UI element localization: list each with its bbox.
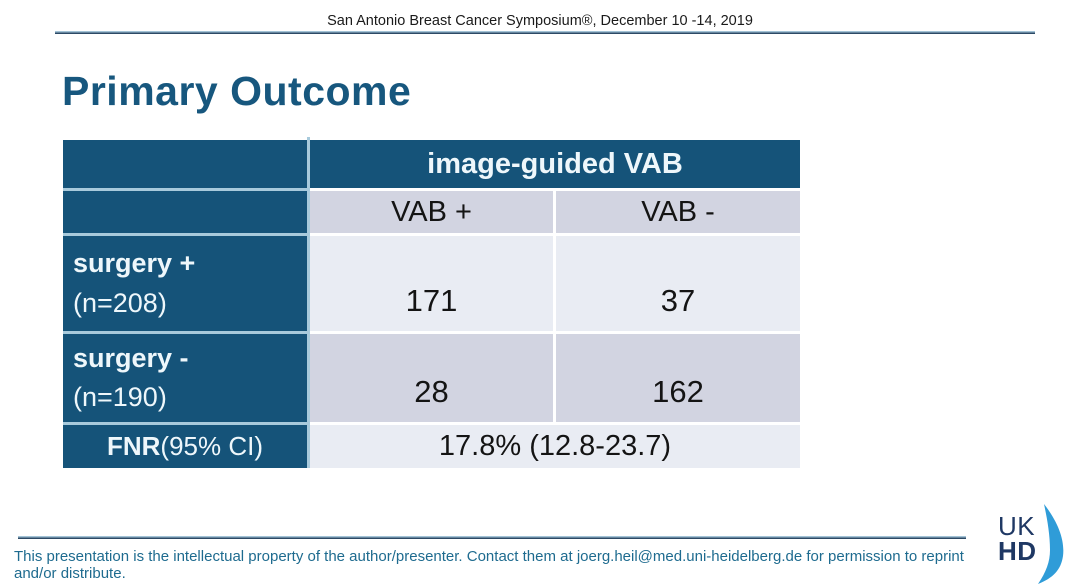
page-title: Primary Outcome <box>62 68 412 114</box>
row-header-surgery-negative: surgery - (n=190) <box>63 331 310 422</box>
row-label-main: surgery - <box>73 342 189 373</box>
cell-surgery-neg-vab-pos: 28 <box>310 334 553 422</box>
ukhd-swoosh-icon <box>1038 504 1064 584</box>
column-header-vab-negative: VAB - <box>556 191 800 233</box>
ukhd-logo: UK HD <box>990 504 1068 584</box>
header-divider-line <box>55 31 1035 34</box>
conference-header: San Antonio Breast Cancer Symposium®, De… <box>327 13 753 29</box>
row-header-fnr: FNR (95% CI) <box>63 422 310 468</box>
row-header-surgery-positive: surgery + (n=208) <box>63 233 310 331</box>
cell-surgery-pos-vab-pos: 171 <box>310 236 553 331</box>
row-label-main: surgery + <box>73 248 196 279</box>
cell-surgery-pos-vab-neg: 37 <box>556 236 800 331</box>
row-label-sub: (n=190) <box>73 382 167 412</box>
column-group-header: image-guided VAB <box>310 140 800 188</box>
fnr-label-sub: (95% CI) <box>160 431 263 461</box>
row-label-sub: (n=208) <box>73 287 167 318</box>
ukhd-logo-line2: HD <box>998 535 1037 566</box>
outcome-table: image-guided VAB VAB + VAB - surgery + (… <box>63 137 800 468</box>
cell-fnr-value: 17.8% (12.8-23.7) <box>310 425 800 468</box>
column-header-vab-positive: VAB + <box>310 191 553 233</box>
ukhd-logo-line1: UK <box>998 511 1036 541</box>
table-corner-cell <box>63 137 310 188</box>
ukhd-logo-text: UK HD <box>998 511 1037 566</box>
cell-surgery-neg-vab-neg: 162 <box>556 334 800 422</box>
fnr-label-main: FNR <box>106 431 161 461</box>
table-corner-cell <box>63 188 310 233</box>
footer-disclaimer: This presentation is the intellectual pr… <box>14 548 964 582</box>
footer-divider-line <box>18 536 966 539</box>
